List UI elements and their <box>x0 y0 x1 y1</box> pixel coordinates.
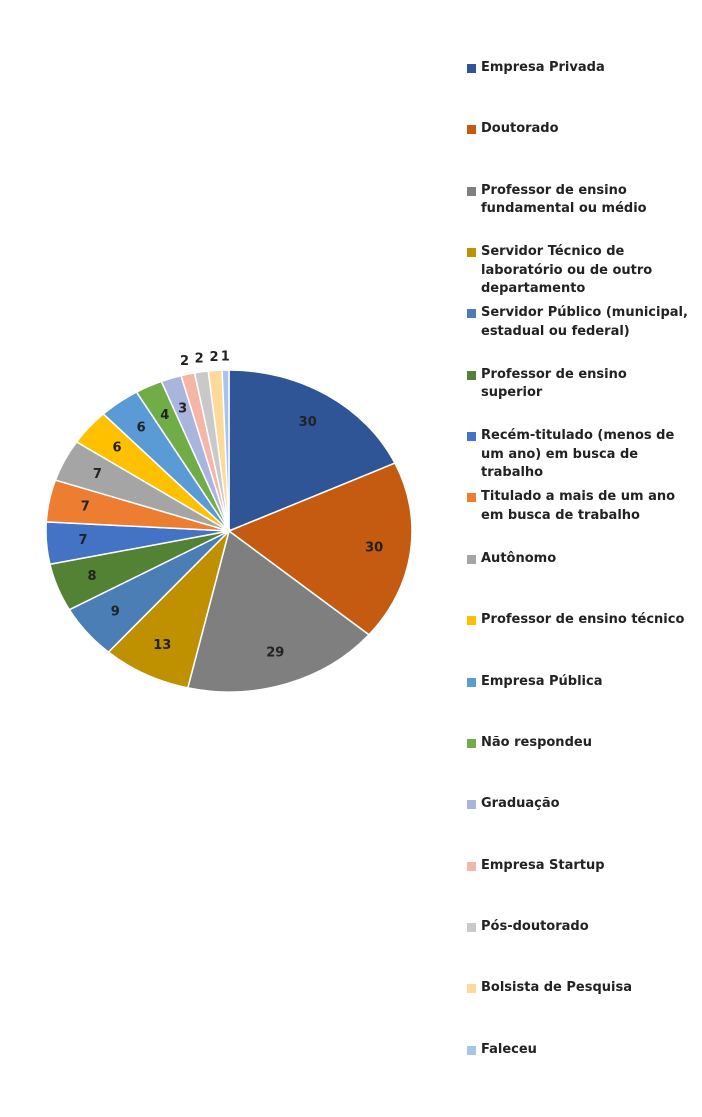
legend-item: Pós-doutorado <box>467 918 692 937</box>
data-label: 30 <box>365 541 383 556</box>
legend-label: Bolsista de Pesquisa <box>481 980 632 996</box>
legend-swatch <box>467 738 476 748</box>
data-label: 6 <box>137 420 146 435</box>
data-label: 30 <box>299 415 317 430</box>
legend-label: Professor de ensino fundamental ou médio <box>481 182 647 217</box>
legend-item: Empresa Pública <box>467 673 692 692</box>
legend-label: Professor de ensino técnico <box>481 612 685 628</box>
legend-swatch <box>467 432 476 442</box>
data-label: 2 <box>195 352 204 367</box>
legend-label: Professor de ensino superior <box>481 366 627 401</box>
legend-label: Empresa Privada <box>481 60 605 75</box>
data-label: 8 <box>87 569 96 584</box>
legend-swatch <box>467 1045 476 1055</box>
legend-item: Servidor Técnico de laboratório ou de ou… <box>467 243 692 299</box>
legend-label: Empresa Startup <box>481 857 605 873</box>
legend-item: Autônomo <box>467 550 692 569</box>
pie-slice <box>221 369 230 532</box>
legend-label: Servidor Público (municipal, estadual ou… <box>481 305 688 339</box>
legend-label: Doutorado <box>481 121 559 137</box>
data-label: 7 <box>93 467 102 482</box>
data-label: 3 <box>178 401 187 416</box>
legend-swatch <box>467 677 476 687</box>
legend-item: Empresa Privada <box>467 59 692 78</box>
legend-item: Servidor Público (municipal, estadual ou… <box>467 304 692 341</box>
data-label: 7 <box>78 533 87 548</box>
pie-slice <box>227 462 413 636</box>
legend-item: Professor de ensino técnico <box>467 611 692 630</box>
data-label: 2 <box>210 350 219 365</box>
legend-label: Pós-doutorado <box>481 918 589 934</box>
legend-item: Empresa Startup <box>467 857 692 876</box>
legend-item: Graduação <box>467 795 692 814</box>
legend-item: Professor de ensino superior <box>467 366 692 403</box>
data-label: 9 <box>111 605 120 620</box>
legend-swatch <box>467 800 476 810</box>
legend-label: Não respondeu <box>481 734 592 750</box>
legend-swatch <box>467 554 476 564</box>
legend-label: Empresa Pública <box>481 673 603 689</box>
data-label: 2 <box>180 354 189 369</box>
legend-label: Recém-titulado (menos de um ano) em busc… <box>481 428 675 481</box>
data-label: 13 <box>153 638 171 653</box>
legend-swatch <box>467 186 476 196</box>
pie-slice <box>228 369 396 533</box>
legend-swatch <box>467 984 476 994</box>
legend-swatch <box>467 64 476 73</box>
data-label: 29 <box>266 646 284 661</box>
legend-swatch <box>467 861 476 871</box>
legend-swatch <box>467 922 476 932</box>
data-label: 1 <box>221 350 230 365</box>
legend-label: Servidor Técnico de laboratório ou de ou… <box>481 244 653 297</box>
legend-label: Faleceu <box>481 1041 537 1057</box>
legend-label: Graduação <box>481 796 560 812</box>
legend-item: Titulado a mais de um ano em busca de tr… <box>467 488 692 525</box>
data-label: 7 <box>81 499 90 514</box>
legend-swatch <box>467 616 476 626</box>
legend-swatch <box>467 493 476 503</box>
legend-swatch <box>467 370 476 380</box>
legend-swatch <box>467 248 476 258</box>
pie-slice <box>186 529 371 693</box>
legend-label: Titulado a mais de um ano em busca de tr… <box>481 489 676 523</box>
legend-item: Professor de ensino fundamental ou médio <box>467 182 692 219</box>
legend-item: Recém-titulado (menos de um ano) em busc… <box>467 427 692 483</box>
legend-item: Não respondeu <box>467 734 692 753</box>
legend-swatch <box>467 125 476 135</box>
legend-label: Autônomo <box>481 550 557 566</box>
legend-swatch <box>467 309 476 319</box>
legend-item: Bolsista de Pesquisa <box>467 979 692 998</box>
data-label: 4 <box>160 408 169 423</box>
data-label: 6 <box>113 441 122 456</box>
legend-item: Doutorado <box>467 120 692 139</box>
legend-item: Faleceu <box>467 1041 692 1060</box>
